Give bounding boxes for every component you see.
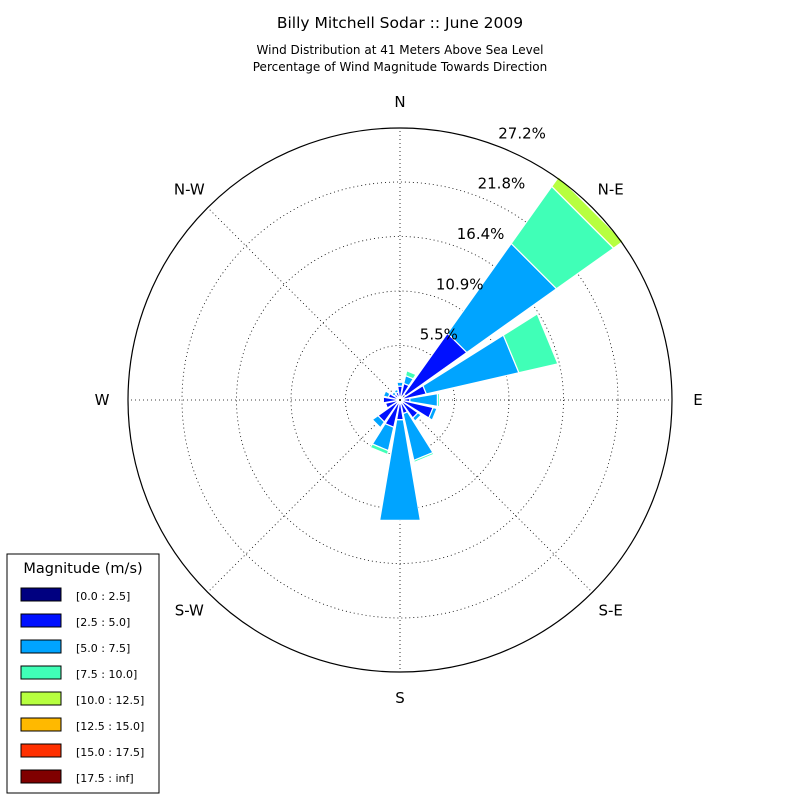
bar-sector-12-bin-2 [378,419,422,521]
bar-sector-5-bin-3 [392,387,399,392]
legend-label-1: [2.5 : 5.0] [76,616,130,629]
bar-sector-7-bin-2 [382,390,391,399]
grid-ring-2 [236,236,564,564]
radial-tick-label-4: 27.2% [498,125,546,143]
polar-frame [127,127,673,673]
legend-swatch-0 [20,587,62,602]
legend-label-0: [0.0 : 2.5] [76,590,130,603]
legend-swatch-7 [20,769,62,784]
legend-swatch-2 [20,639,62,654]
direction-label-6: S [395,689,405,707]
legend-title: Magnitude (m/s) [23,561,142,577]
polar-grid [128,128,672,672]
bar-sector-10-bin-3 [370,418,382,430]
bar-sector-0-bin-3 [436,392,441,408]
bar-sector-11-bin-3 [369,443,390,456]
grid-spoke-3 [207,207,401,401]
wind-bars [369,175,625,521]
bar-sector-4-bin-2 [396,381,404,387]
direction-label-3: N-W [174,180,205,198]
direction-label-2: N [394,93,405,111]
legend-label-7: [17.5 : inf] [76,772,134,785]
legend-swatch-1 [20,613,62,628]
legend-swatch-6 [20,743,62,758]
legend-label-2: [5.0 : 7.5] [76,642,130,655]
radial-tick-label-0: 5.5% [420,326,458,344]
grid-spoke-7 [399,399,593,593]
legend-label-5: [12.5 : 15.0] [76,720,144,733]
chart-title: Billy Mitchell Sodar :: June 2009 [277,14,523,32]
direction-label-1: N-E [598,180,624,198]
bar-sector-13-bin-3 [413,451,435,464]
bar-sector-9-bin-2 [383,402,389,410]
radial-tick-label-1: 10.9% [436,275,484,293]
grid-spoke-5 [207,399,401,593]
bar-sector-1-bin-3 [502,313,559,374]
legend-label-6: [15.0 : 17.5] [76,746,144,759]
direction-labels: E N-E N N-W W S-W S S-E [95,93,703,707]
legend-label-4: [10.0 : 12.5] [76,694,144,707]
direction-label-4: W [95,391,110,409]
legend-label-3: [7.5 : 10.0] [76,668,137,681]
bar-sector-15-bin-2 [428,406,438,422]
bar-sector-2-bin-4 [550,175,625,250]
radial-tick-labels: 5.5% 10.9% 16.4% 21.8% 27.2% [420,125,546,344]
legend: Magnitude (m/s) [0.0 : 2.5] [2.5 : 5.0] [5… [6,553,160,794]
direction-label-7: S-E [599,602,623,620]
bar-sector-14-bin-2 [411,411,423,423]
legend-swatch-4 [20,691,62,706]
chart-subtitle-line-1: Wind Distribution at 41 Meters Above Sea… [257,43,544,57]
legend-swatch-5 [20,717,62,732]
direction-label-5: S-W [175,602,204,620]
grid-ring-0 [345,345,455,455]
radial-tick-label-2: 16.4% [457,225,505,243]
grid-ring-3 [181,181,619,619]
radial-tick-label-3: 21.8% [478,175,526,193]
chart-subtitle-line-2: Percentage of Wind Magnitude Towards Dir… [253,60,547,74]
bar-sector-3-bin-3 [404,369,417,380]
legend-items: [0.0 : 2.5] [2.5 : 5.0] [5.0 : 7.5] [7.5 : … [20,587,144,785]
bar-sector-8-bin-2 [381,396,384,404]
legend-swatch-3 [20,665,62,680]
direction-label-0: E [693,391,702,409]
